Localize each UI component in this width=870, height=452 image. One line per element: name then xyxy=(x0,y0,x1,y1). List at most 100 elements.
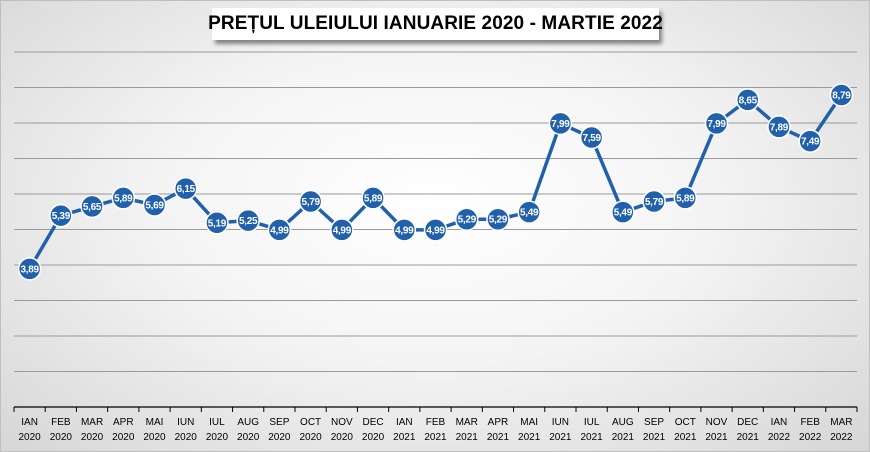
x-tick-label-year: 2021 xyxy=(612,432,635,443)
x-tick-label-month: IAN xyxy=(21,417,38,428)
x-tick-label-year: 2020 xyxy=(331,432,354,443)
x-tick-label-month: MAR xyxy=(81,417,103,428)
data-label: 3,89 xyxy=(20,264,39,275)
data-point: 5,49 xyxy=(517,200,541,224)
x-tick-label-month: FEB xyxy=(426,417,446,428)
data-point: 6,15 xyxy=(173,176,198,201)
x-tick-label-year: 2021 xyxy=(705,432,728,443)
x-tick-label-month: DEC xyxy=(737,417,758,428)
x-tick-label-year: 2021 xyxy=(737,432,760,443)
data-point: 5,25 xyxy=(236,208,260,233)
data-point-marker xyxy=(330,218,354,242)
data-point-marker xyxy=(173,176,198,201)
data-label: 4,99 xyxy=(395,225,414,236)
data-label: 5,49 xyxy=(520,208,539,219)
data-point: 5,29 xyxy=(454,207,479,231)
x-tick-label-month: MAR xyxy=(456,417,478,428)
x-tick-label-year: 2021 xyxy=(518,432,541,443)
data-point-marker xyxy=(267,218,292,242)
data-label: 8,65 xyxy=(739,95,758,106)
x-tick-label-year: 2020 xyxy=(50,432,73,443)
x-tick-label-year: 2020 xyxy=(362,432,385,443)
data-point-marker xyxy=(548,111,573,136)
data-label: 5,79 xyxy=(645,197,664,208)
x-tick-label-month: OCT xyxy=(300,417,321,428)
x-tick-label-year: 2022 xyxy=(830,432,853,443)
data-point-marker xyxy=(767,115,791,139)
x-tick-label-month: DEC xyxy=(362,417,383,428)
x-tick-label-month: MAR xyxy=(830,417,852,428)
data-point: 4,99 xyxy=(392,218,417,242)
data-point-marker xyxy=(205,211,229,235)
data-label: 5,29 xyxy=(489,215,508,226)
data-label: 4,99 xyxy=(270,225,289,236)
data-label: 5,89 xyxy=(364,193,383,204)
data-points: 3,89 5,39 5,65 5,89 5,69 6,15 5,19 5,25 4,99 5,79… xyxy=(17,83,854,281)
x-tick-label-year: 2021 xyxy=(393,432,416,443)
data-label: 5,25 xyxy=(239,216,258,227)
x-tick-label-year: 2020 xyxy=(18,432,41,443)
x-tick-label-month: IUL xyxy=(584,417,600,428)
x-tick-label-year: 2021 xyxy=(674,432,697,443)
data-point-marker xyxy=(642,189,666,214)
x-tick-label-year: 2020 xyxy=(299,432,322,443)
data-label: 4,99 xyxy=(426,225,445,236)
x-tick-label-month: SEP xyxy=(644,417,664,428)
x-tick-label-year: 2021 xyxy=(549,432,572,443)
x-tick-label-year: 2020 xyxy=(237,432,260,443)
x-tick-label-month: IUL xyxy=(209,417,225,428)
data-label: 7,99 xyxy=(551,119,570,130)
chart-title: PREȚUL ULEIULUI IANUARIE 2020 - MARTIE 2… xyxy=(208,13,663,34)
x-tick-label-year: 2022 xyxy=(768,432,791,443)
data-label: 7,99 xyxy=(707,119,726,130)
x-tick-label-month: FEB xyxy=(800,417,820,428)
data-point: 4,99 xyxy=(330,218,354,242)
x-tick-label-month: AUG xyxy=(612,417,634,428)
x-tick-label-year: 2020 xyxy=(206,432,229,443)
x-tick-label-year: 2022 xyxy=(799,432,822,443)
data-point: 8,79 xyxy=(829,83,854,107)
data-point-marker xyxy=(579,125,604,150)
data-label: 8,79 xyxy=(832,90,851,101)
data-label: 5,19 xyxy=(208,218,227,229)
x-tick-label-month: IUN xyxy=(177,417,194,428)
data-label: 5,49 xyxy=(614,208,633,219)
data-point-marker xyxy=(80,194,104,219)
x-tick-label-month: MAI xyxy=(146,417,164,428)
data-label: 7,59 xyxy=(582,133,601,144)
data-label: 5,65 xyxy=(83,202,102,213)
data-point: 7,89 xyxy=(767,115,791,139)
data-point-marker xyxy=(517,200,541,224)
data-label: 6,15 xyxy=(177,184,196,195)
x-tick-label-month: APR xyxy=(488,417,509,428)
x-tick-label-month: FEB xyxy=(51,417,71,428)
x-tick-label-month: NOV xyxy=(706,417,728,428)
data-point-marker xyxy=(673,186,698,210)
x-tick-label-month: NOV xyxy=(331,417,353,428)
data-label: 7,49 xyxy=(801,137,820,148)
data-point-marker xyxy=(49,203,73,228)
data-label: 5,69 xyxy=(145,201,164,212)
chart-title-box: PREȚUL ULEIULUI IANUARIE 2020 - MARTIE 2… xyxy=(208,8,663,40)
data-point-marker xyxy=(423,218,448,242)
data-point: 5,79 xyxy=(642,189,666,214)
x-tick-label-month: MAI xyxy=(520,417,538,428)
x-tick-label-year: 2021 xyxy=(424,432,447,443)
x-tick-label-month: IUN xyxy=(552,417,569,428)
x-axis xyxy=(13,406,858,412)
data-point-marker xyxy=(611,200,635,224)
x-tick-label-year: 2021 xyxy=(487,432,510,443)
data-point-marker xyxy=(486,207,510,231)
data-point: 5,79 xyxy=(298,189,323,214)
data-point: 8,65 xyxy=(735,88,760,112)
data-point-marker xyxy=(392,218,417,242)
x-tick-label-month: IAN xyxy=(396,417,413,428)
data-label: 5,89 xyxy=(114,193,133,204)
data-point-marker xyxy=(236,208,260,233)
data-label: 5,89 xyxy=(676,193,695,204)
data-point: 5,89 xyxy=(673,186,698,210)
data-point: 5,29 xyxy=(486,207,510,231)
x-tick-label-year: 2020 xyxy=(268,432,291,443)
x-tick-label-month: IAN xyxy=(771,417,788,428)
